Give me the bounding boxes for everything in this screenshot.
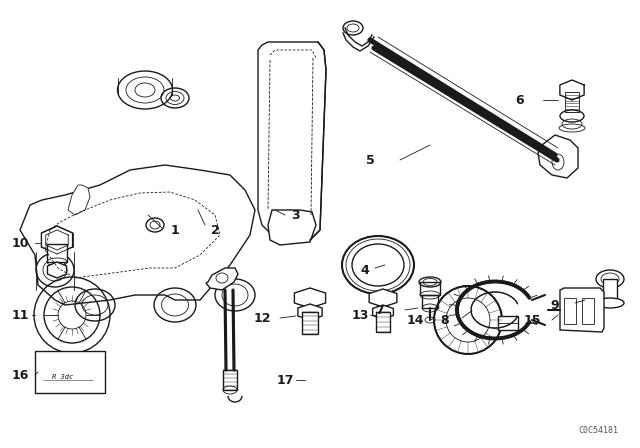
Polygon shape xyxy=(20,165,255,305)
Text: C0C54181: C0C54181 xyxy=(578,426,618,435)
Polygon shape xyxy=(538,135,578,178)
Text: 13: 13 xyxy=(351,309,369,322)
Polygon shape xyxy=(372,305,394,319)
Text: 10: 10 xyxy=(12,237,29,250)
Text: 1: 1 xyxy=(171,224,179,237)
Bar xyxy=(498,316,518,330)
Bar xyxy=(582,298,594,324)
Bar xyxy=(35,351,105,393)
Bar xyxy=(422,295,438,308)
Bar xyxy=(302,312,318,334)
Text: 2: 2 xyxy=(211,224,220,237)
Bar xyxy=(47,244,67,262)
Bar xyxy=(603,279,617,303)
Text: 7: 7 xyxy=(376,303,385,316)
Ellipse shape xyxy=(596,298,624,308)
Text: 6: 6 xyxy=(516,94,524,107)
Text: 4: 4 xyxy=(360,263,369,276)
Text: 16: 16 xyxy=(12,369,29,382)
Text: 8: 8 xyxy=(441,314,449,327)
Polygon shape xyxy=(560,288,604,332)
Bar xyxy=(420,282,440,295)
Polygon shape xyxy=(258,42,326,240)
Polygon shape xyxy=(294,288,326,308)
Bar xyxy=(564,298,576,324)
Text: 15: 15 xyxy=(524,314,541,327)
Text: 9: 9 xyxy=(550,298,559,311)
Text: 5: 5 xyxy=(365,154,374,167)
Text: R 3dc: R 3dc xyxy=(52,374,74,380)
Polygon shape xyxy=(298,304,322,320)
Ellipse shape xyxy=(596,270,624,288)
Text: 11: 11 xyxy=(12,309,29,322)
Polygon shape xyxy=(268,210,316,245)
Text: 12: 12 xyxy=(253,311,271,324)
Text: 17: 17 xyxy=(276,374,294,387)
Bar xyxy=(376,312,390,332)
Bar xyxy=(223,370,237,390)
Polygon shape xyxy=(47,262,67,278)
Polygon shape xyxy=(206,268,238,290)
Polygon shape xyxy=(369,289,397,307)
Polygon shape xyxy=(42,226,72,254)
Polygon shape xyxy=(68,185,90,215)
Text: 3: 3 xyxy=(291,208,300,221)
Bar xyxy=(565,92,579,112)
Text: 14: 14 xyxy=(406,314,424,327)
